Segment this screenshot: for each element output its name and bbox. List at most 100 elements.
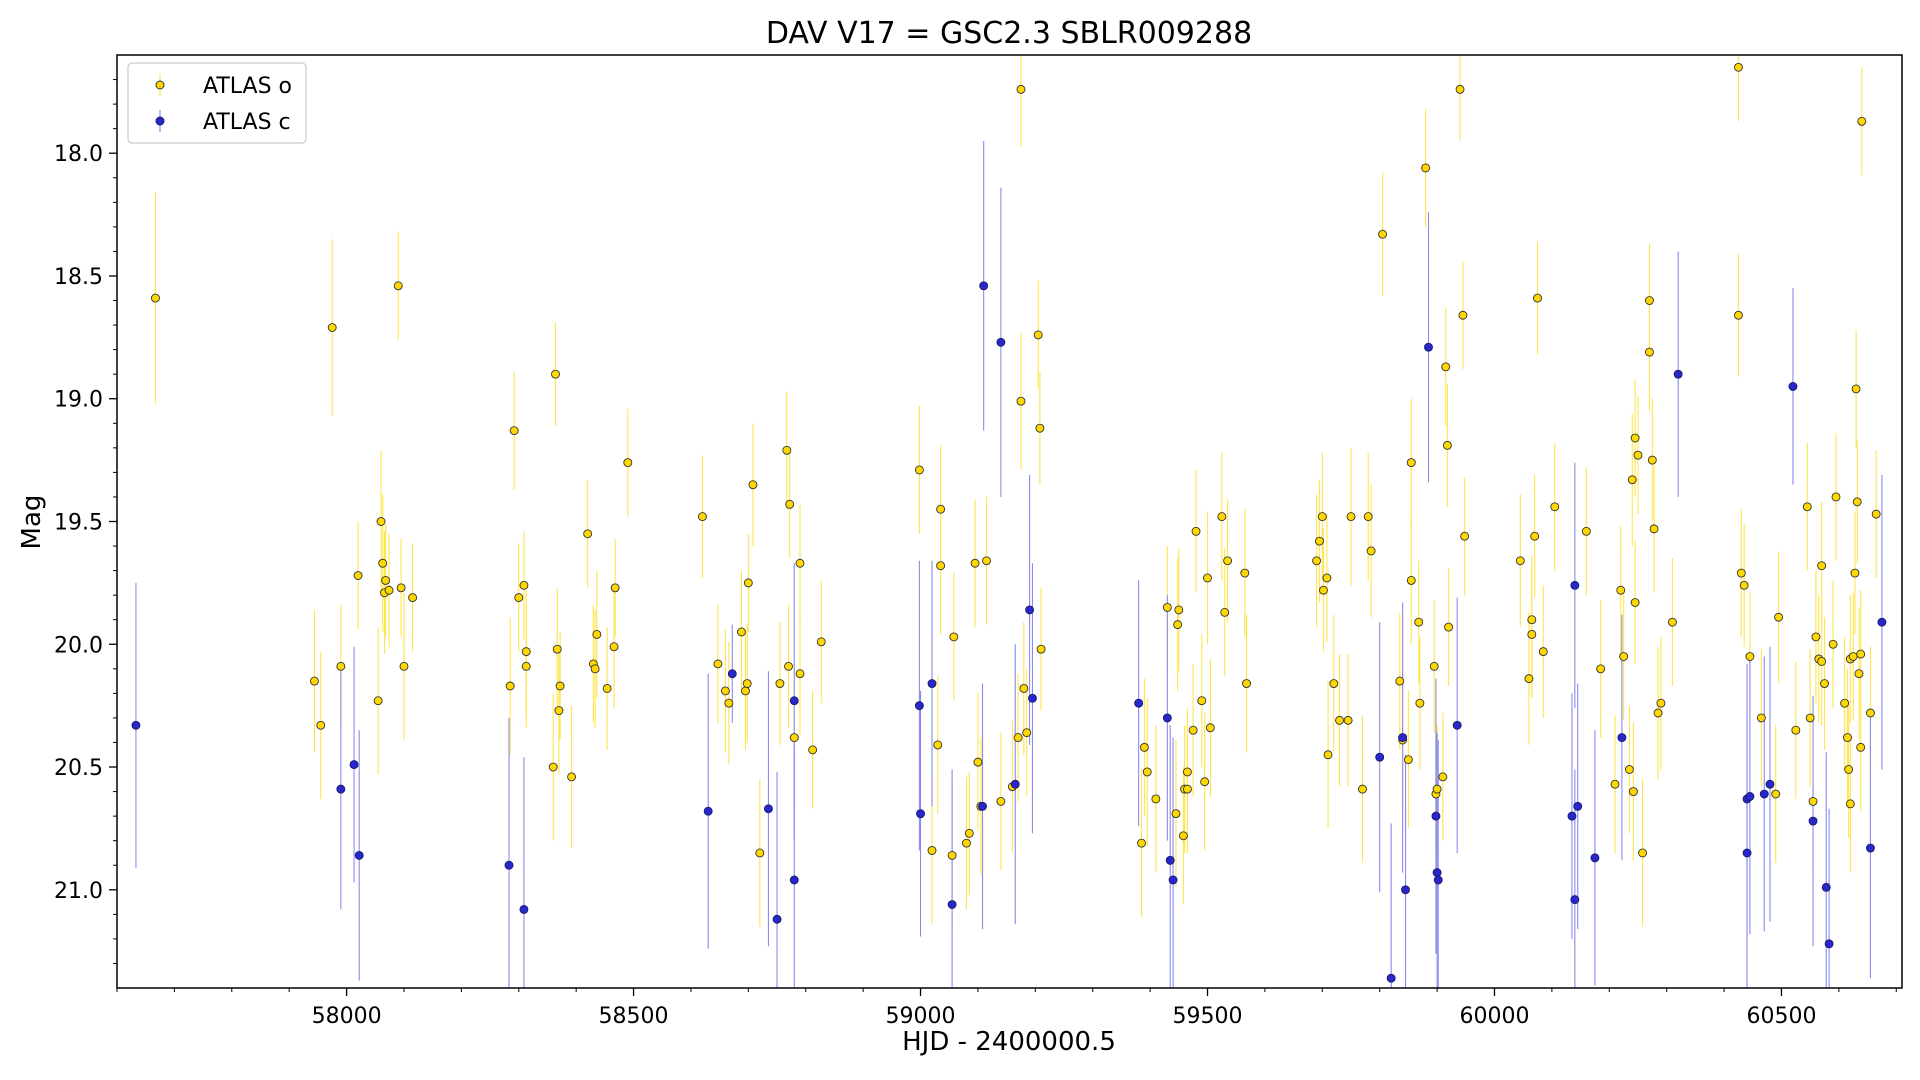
atlas-o-point	[1791, 725, 1801, 735]
atlas-o-point	[936, 561, 946, 571]
atlas-c-point	[1759, 789, 1769, 799]
atlas-o-point	[1854, 669, 1864, 679]
atlas-o-point	[609, 642, 619, 652]
atlas-o-point	[947, 850, 957, 860]
atlas-o-point	[1736, 568, 1746, 578]
atlas-c-point	[1821, 882, 1831, 892]
atlas-o-point	[1817, 657, 1827, 666]
atlas-o-point	[1403, 755, 1413, 765]
atlas-o-point	[623, 458, 633, 468]
atlas-c-point	[1673, 369, 1683, 379]
atlas-o-point	[970, 558, 980, 568]
atlas-o-point	[1171, 809, 1181, 819]
atlas-o-point	[1217, 512, 1227, 522]
atlas-c-point	[1765, 779, 1775, 789]
atlas-c-point	[1567, 811, 1577, 821]
atlas-c-point	[131, 720, 141, 730]
atlas-c-point	[504, 860, 514, 870]
atlas-o-point	[316, 720, 326, 730]
atlas-o-point	[1323, 750, 1333, 760]
atlas-o-point	[782, 445, 792, 455]
atlas-o-point	[610, 583, 620, 593]
atlas-o-point	[327, 323, 337, 332]
atlas-o-point	[1242, 679, 1251, 688]
chart-title: DAV V17 = GSC2.3 SBLR009288	[766, 16, 1252, 51]
atlas-c-point	[349, 760, 359, 770]
atlas-o-point	[1203, 573, 1212, 583]
atlas-o-point	[384, 585, 394, 595]
atlas-o-point	[378, 558, 388, 568]
atlas-o-point	[1628, 787, 1638, 797]
atlas-o-point	[1429, 661, 1439, 671]
atlas-o-point	[1843, 733, 1852, 743]
atlas-o-point	[1317, 512, 1327, 522]
atlas-c-point	[354, 850, 364, 860]
atlas-c-point	[1570, 895, 1580, 905]
atlas-o-point	[1527, 629, 1537, 639]
atlas-o-point	[1033, 330, 1043, 340]
atlas-o-point	[554, 706, 564, 716]
atlas-o-point	[521, 647, 531, 657]
atlas-c-point	[916, 809, 925, 819]
atlas-o-point	[1610, 779, 1620, 789]
atlas-o-point	[1850, 568, 1860, 578]
y-tick-label: 18.0	[54, 142, 103, 167]
y-tick-label: 18.5	[54, 265, 103, 290]
atlas-c-point	[927, 679, 937, 688]
atlas-o-point	[151, 293, 160, 303]
atlas-o-point	[1774, 612, 1784, 622]
atlas-o-point	[1223, 556, 1233, 566]
plot-area	[131, 55, 1887, 988]
atlas-o-point	[775, 679, 785, 688]
atlas-o-point	[697, 512, 707, 522]
atlas-o-point	[914, 465, 924, 475]
atlas-o-point	[1343, 715, 1353, 725]
atlas-o-point	[1415, 698, 1425, 708]
atlas-o-point	[1533, 293, 1542, 303]
atlas-c-point	[789, 696, 799, 706]
atlas-o-point	[743, 578, 753, 588]
atlas-c-point	[1424, 342, 1433, 352]
atlas-o-point	[785, 499, 795, 509]
atlas-o-point	[1845, 799, 1855, 809]
atlas-o-point	[1630, 598, 1640, 607]
atlas-o-point	[1406, 458, 1416, 468]
atlas-c-point	[1573, 801, 1583, 811]
atlas-o-point	[816, 637, 826, 647]
atlas-c-point	[1742, 848, 1752, 858]
y-axis-label: Mag	[17, 495, 47, 550]
atlas-o-point	[1733, 310, 1743, 320]
atlas-o-point	[381, 575, 391, 585]
x-tick-label: 58500	[599, 1004, 669, 1029]
atlas-o-point	[737, 627, 746, 637]
atlas-o-point	[1329, 679, 1339, 688]
atlas-o-point	[592, 629, 602, 639]
atlas-o-point	[1865, 708, 1875, 718]
atlas-c-point	[1865, 843, 1875, 853]
atlas-o-point	[1616, 585, 1626, 595]
atlas-o-point	[1197, 696, 1207, 706]
atlas-o-point	[1851, 384, 1861, 394]
atlas-o-point	[1630, 433, 1640, 443]
atlas-o-point	[1645, 296, 1654, 305]
atlas-o-point	[1856, 649, 1866, 659]
atlas-o-point	[309, 676, 319, 686]
atlas-c-point	[978, 801, 987, 811]
atlas-o-point	[1312, 556, 1322, 566]
atlas-c-point	[1165, 855, 1175, 865]
atlas-o-point	[927, 846, 937, 855]
atlas-o-point	[1647, 455, 1657, 465]
legend: ATLAS o ATLAS c	[127, 62, 307, 144]
y-tick-label: 20.5	[54, 756, 103, 781]
atlas-c-point	[1877, 617, 1887, 627]
atlas-c-point	[979, 281, 989, 291]
atlas-c-point	[772, 914, 782, 924]
atlas-o-point	[1828, 639, 1838, 649]
atlas-c-point	[519, 904, 529, 914]
atlas-o-point	[1191, 526, 1201, 536]
atlas-o-point	[795, 669, 805, 679]
atlas-c-point	[1433, 875, 1443, 885]
atlas-o-point	[1366, 546, 1376, 556]
atlas-o-point	[567, 772, 577, 782]
